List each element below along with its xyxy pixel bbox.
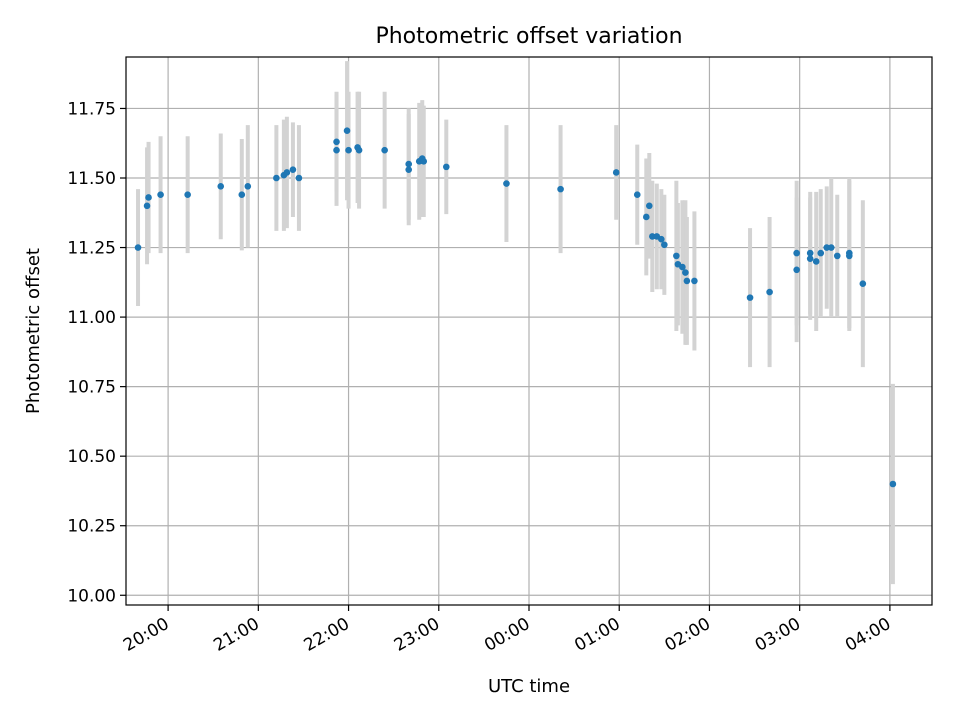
data-point [381,146,388,154]
data-point [157,191,164,198]
data-point [812,258,820,265]
y-tick-label: 11.00 [67,308,116,328]
y-tick-label: 10.00 [67,586,116,606]
data-point [682,269,689,276]
x-tick-label: 21:00 [210,614,262,656]
data-point [827,244,835,251]
data-point [134,244,142,251]
data-point [143,202,151,210]
data-point [295,174,303,182]
data-point [345,146,352,154]
error-bars [136,61,895,585]
y-tick-label: 11.25 [67,239,116,259]
data-point [633,191,641,198]
chart-title: Photometric offset variation [375,24,682,49]
y-tick-label: 10.25 [67,517,116,537]
data-point [679,263,686,271]
data-point [238,191,246,198]
y-tick-label: 11.75 [67,99,116,119]
data-point [823,244,831,251]
data-point [845,252,853,260]
data-point [612,169,620,176]
x-tick-label: 00:00 [481,614,533,656]
data-point [273,174,280,182]
data-point [557,185,564,193]
data-point [833,252,841,260]
data-point [683,277,691,285]
data-point [642,213,650,221]
x-tick-label: 22:00 [301,614,353,656]
data-point [217,183,225,190]
x-tick-label: 20:00 [120,614,172,656]
data-point [184,191,191,198]
x-tick-label: 01:00 [571,614,623,656]
data-point [420,158,428,165]
data-point [405,160,413,168]
data-point [806,249,814,257]
data-point [355,146,363,154]
data-point [691,277,698,285]
data-point [333,138,340,146]
data-point [746,294,754,301]
x-tick-label: 04:00 [842,614,894,656]
data-point [817,249,825,257]
x-axis-ticks: 20:00 21:00 22:00 23:00 00:00 01:00 02:00 03:00… [120,605,894,656]
x-axis-label: UTC time [488,676,570,697]
data-point [405,166,413,173]
y-tick-label: 11.50 [67,169,116,189]
y-axis-ticks: 10.00 10.25 10.50 10.75 11.00 11.25 11.50 11.75 [67,99,126,606]
data-point [661,241,668,249]
data-points [134,127,897,488]
data-point [793,249,800,257]
data-point [793,266,800,274]
data-point [649,233,656,240]
data-point [889,480,897,488]
y-tick-label: 10.75 [67,378,116,398]
data-point [289,166,297,173]
data-point [645,202,653,210]
data-point [859,280,867,288]
data-point [442,163,450,171]
data-point [333,146,340,154]
data-point [244,183,252,190]
data-point [145,194,152,201]
data-point [673,252,680,260]
data-point [343,127,351,135]
x-tick-label: 02:00 [662,614,714,656]
y-axis-label: Photometric offset [23,248,44,414]
data-point [658,235,665,243]
y-tick-label: 10.50 [67,447,116,467]
data-point [806,255,814,262]
data-point [503,180,510,187]
x-tick-label: 23:00 [391,614,443,656]
data-point [766,288,773,296]
x-tick-label: 03:00 [752,614,804,656]
data-point [283,169,291,176]
